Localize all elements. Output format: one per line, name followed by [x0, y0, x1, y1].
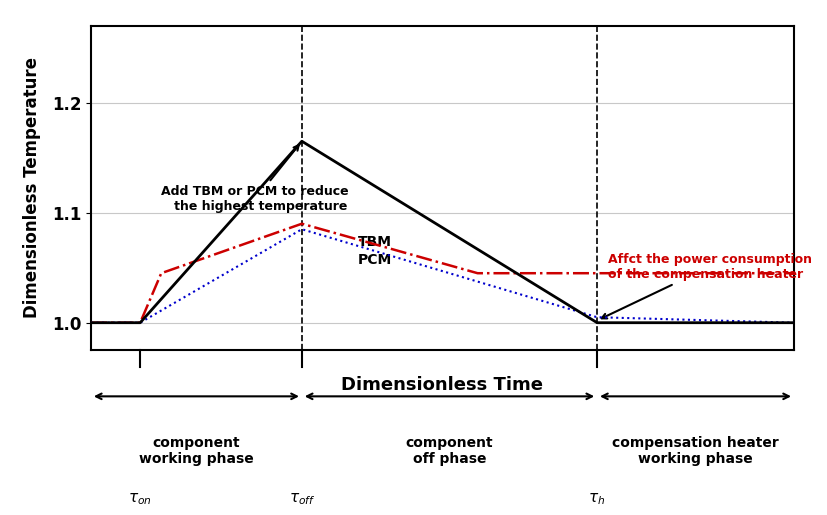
- Text: $\tau_{h}$: $\tau_{h}$: [589, 491, 605, 507]
- Y-axis label: Dimensionless Temperature: Dimensionless Temperature: [22, 58, 41, 318]
- Text: Add TBM or PCM to reduce
   the highest temperature: Add TBM or PCM to reduce the highest tem…: [161, 145, 349, 213]
- X-axis label: Dimensionless Time: Dimensionless Time: [342, 376, 543, 394]
- Text: compensation heater
working phase: compensation heater working phase: [612, 436, 779, 466]
- Text: Affct the power consumption
of the compensation heater: Affct the power consumption of the compe…: [602, 253, 811, 318]
- Text: TBM: TBM: [358, 235, 392, 249]
- Text: component
off phase: component off phase: [406, 436, 493, 466]
- Text: $\tau_{on}$: $\tau_{on}$: [128, 491, 152, 507]
- Text: $\tau_{off}$: $\tau_{off}$: [289, 491, 315, 507]
- Text: component
working phase: component working phase: [139, 436, 254, 466]
- Text: PCM: PCM: [358, 253, 392, 267]
